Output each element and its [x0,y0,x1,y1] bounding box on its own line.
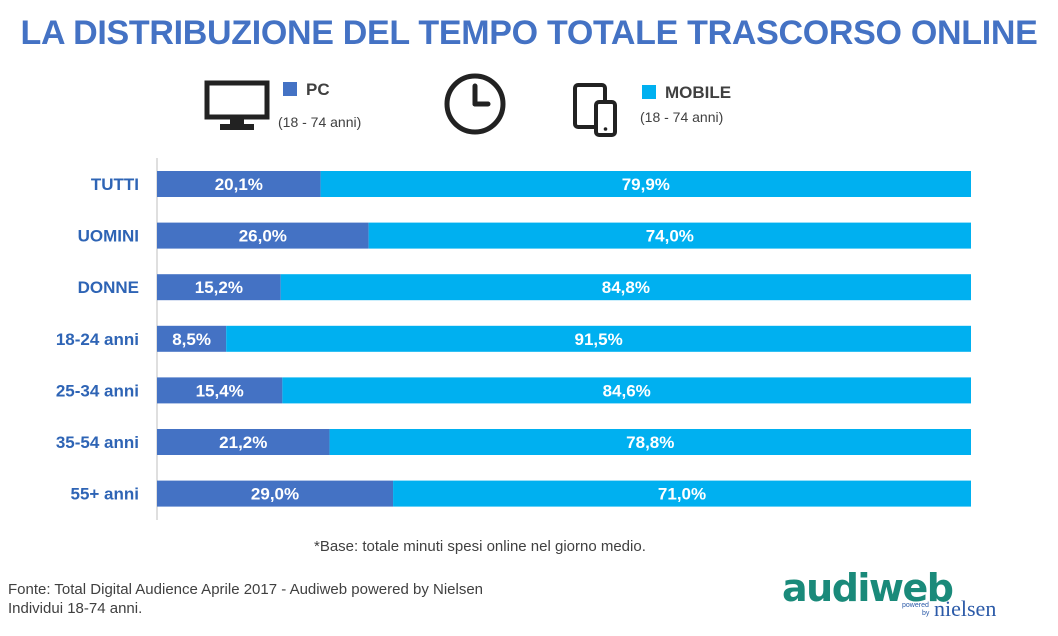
data-label-mobile: 84,8% [602,278,650,297]
chart-title: LA DISTRIBUZIONE DEL TEMPO TOTALE TRASCO… [20,14,1038,52]
bar-segment-mobile [368,222,971,249]
base-note: *Base: totale minuti spesi online nel gi… [314,538,646,555]
data-label-mobile: 71,0% [658,485,706,504]
data-label-pc: 21,2% [219,433,267,452]
legend-sub-pc: (18 - 74 anni) [278,114,362,130]
bar-segment-pc [157,222,369,249]
bar-segment-mobile [280,274,971,301]
data-label-mobile: 79,9% [622,175,670,194]
legend-sub-mobile: (18 - 74 anni) [640,109,724,125]
category-label: 35-54 anni [56,433,139,452]
data-label-pc: 15,4% [196,381,244,400]
category-label: 18-24 anni [56,330,139,349]
audiweb-logo: audiweb [782,566,954,610]
category-label: 25-34 anni [56,381,139,400]
source-line: Fonte: Total Digital Audience Aprile 201… [8,581,484,598]
data-label-pc: 15,2% [195,278,243,297]
legend-label-pc: PC [306,80,330,99]
bar-segment-mobile [329,429,971,455]
legend-swatch-pc [283,82,297,96]
data-label-mobile: 78,8% [626,433,674,452]
bar-segment-pc [157,480,394,507]
tablet-phone-icon [573,83,617,137]
category-label: 55+ anni [70,485,139,504]
bar-segment-pc [157,325,227,352]
bar-segment-pc [157,274,281,301]
data-label-mobile: 74,0% [646,227,694,246]
data-label-pc: 26,0% [239,227,287,246]
bar-segment-mobile [226,325,971,352]
data-label-mobile: 91,5% [574,330,622,349]
data-label-pc: 8,5% [172,330,211,349]
stacked-bar-chart: TUTTI 20,1% 79,9% UOMINI 26,0% 74,0% DONNE 15,2… [56,158,972,520]
sample-line: Individui 18-74 anni. [8,600,143,617]
data-label-pc: 29,0% [251,485,299,504]
category-label: DONNE [78,278,139,297]
nielsen-logo: nielsen [934,596,997,621]
bar-segment-mobile [320,171,971,197]
monitor-icon [204,80,270,130]
bar-segment-mobile [393,480,971,507]
category-label: UOMINI [78,227,139,246]
legend-label-mobile: MOBILE [665,83,732,102]
bar-segment-pc [157,171,321,197]
bar-segment-pc [157,377,283,404]
category-label: TUTTI [91,175,139,194]
bar-segment-mobile [282,377,972,404]
data-label-mobile: 84,6% [603,381,651,400]
clock-icon [444,73,506,135]
data-label-pc: 20,1% [215,175,263,194]
bar-segment-pc [157,429,330,455]
powered-by-text: powered by [902,602,930,617]
legend-swatch-mobile [642,85,656,99]
